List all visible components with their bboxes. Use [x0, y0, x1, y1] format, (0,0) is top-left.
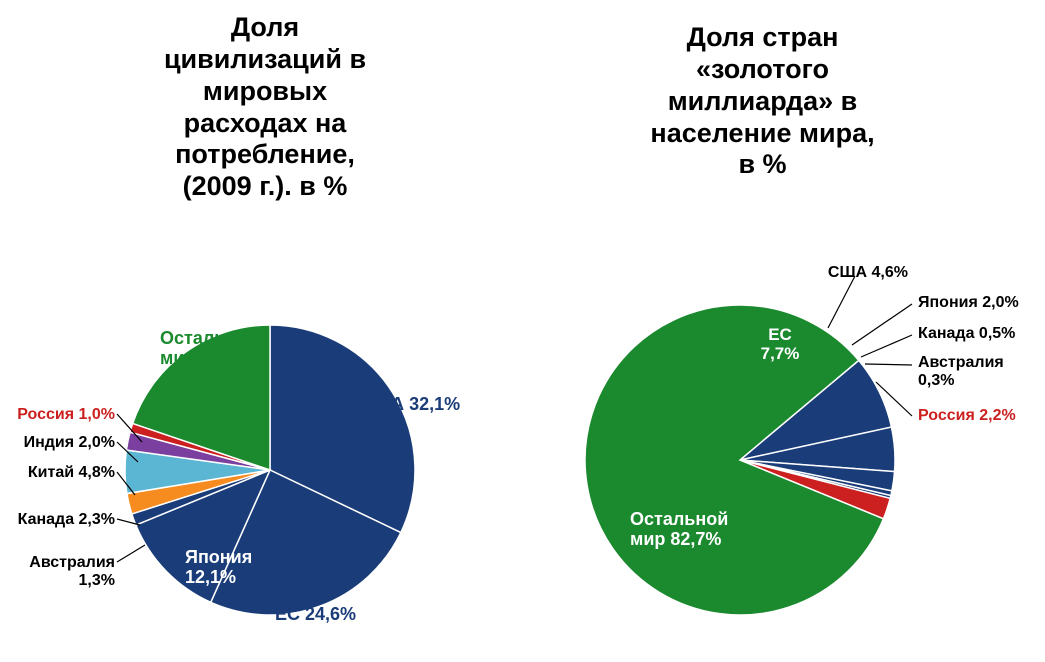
chart-right-leader-4 — [865, 364, 912, 365]
chart-right-label-остальной-мир: Остальноймир 82,7% — [630, 509, 728, 549]
chart-left-label-сша: США 32,1% — [360, 394, 460, 414]
chart-left-label-китай: Китай 4,8% — [28, 464, 115, 481]
chart-left-pie — [125, 325, 415, 615]
chart-right-label-сша: США 4,6% — [828, 264, 908, 281]
charts-svg: США 32,1%ЕС 24,6%Япония12,1%Австралия1,3… — [0, 0, 1045, 662]
chart-left-label-россия: Россия 1,0% — [17, 406, 115, 423]
chart-right-label-канада: Канада 0,5% — [918, 325, 1015, 342]
chart-right-label-япония: Япония 2,0% — [918, 294, 1019, 311]
chart-right-label-австралия: Австралия0,3% — [918, 354, 1004, 389]
page: Доляцивилизаций вмировыхрасходах напотре… — [0, 0, 1045, 662]
chart-right-pie — [585, 305, 895, 615]
chart-right-leader-3 — [861, 335, 912, 357]
chart-left-label-канада: Канада 2,3% — [18, 511, 115, 528]
chart-right-label-россия: Россия 2,2% — [918, 407, 1016, 424]
chart-left-label-австралия: Австралия1,3% — [29, 554, 115, 589]
chart-left-label-ес: ЕС 24,6% — [275, 604, 356, 624]
chart-left-label-индия: Индия 2,0% — [24, 434, 115, 451]
chart-left-label-остальной-мир: Остальноймир 19,8% — [160, 328, 258, 368]
chart-left-leader-3 — [117, 545, 145, 562]
chart-right-leader-1 — [828, 276, 855, 328]
